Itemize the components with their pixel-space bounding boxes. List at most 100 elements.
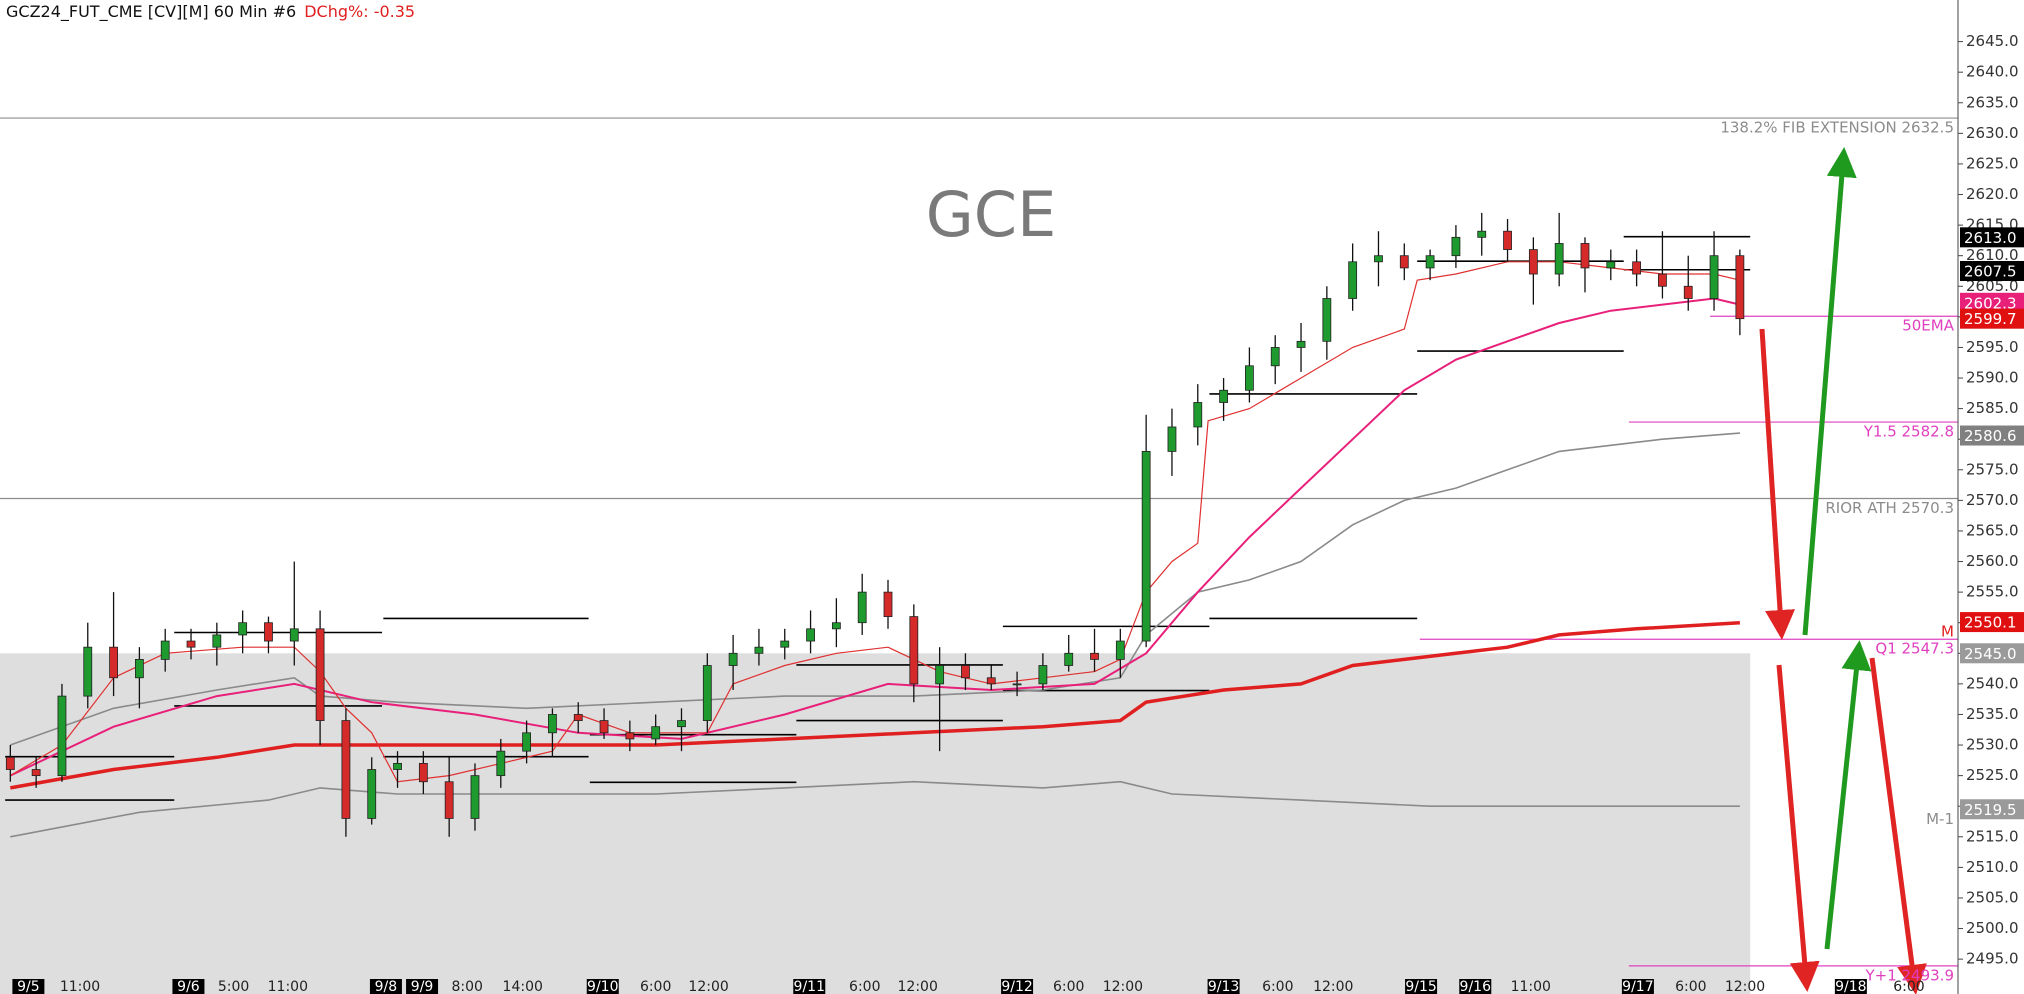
- candle-body: [1709, 255, 1719, 299]
- arrow: [1824, 640, 1872, 950]
- candle-body: [186, 640, 196, 648]
- y-tick-label: 2495.0: [1966, 950, 2019, 968]
- x-date-box: [1621, 979, 1654, 994]
- candle-body: [212, 634, 222, 648]
- price-tag: [1960, 227, 2024, 248]
- candle-body: [1064, 652, 1074, 666]
- x-tick-label: 9/15: [1405, 979, 1436, 994]
- candle-body: [5, 756, 15, 770]
- y-tick-label: 2555.0: [1966, 583, 2019, 601]
- x-date-box: [793, 979, 826, 994]
- x-tick-label: 9/5: [17, 979, 40, 994]
- candle-body: [986, 677, 996, 685]
- price-tag-label: 2545.0: [1964, 645, 2017, 663]
- level-label: 50EMA: [1902, 317, 1955, 335]
- x-tick-label: 6:00: [1893, 979, 1924, 994]
- y-tick-label: 2560.0: [1966, 552, 2019, 570]
- candle-body: [677, 720, 686, 728]
- x-tick-label: 12:00: [1725, 979, 1765, 994]
- annotation-arrows: [1759, 147, 1927, 994]
- candle-body: [599, 720, 609, 734]
- price-tag: [1960, 260, 2024, 281]
- x-tick-label: 9/10: [587, 979, 618, 994]
- x-date-box: [1001, 979, 1034, 994]
- y-tick-label: 2530.0: [1966, 736, 2019, 754]
- price-tag-label: 2550.1: [1964, 614, 2017, 632]
- x-date-box: [406, 979, 439, 994]
- candle-body: [289, 628, 299, 642]
- candle-body: [57, 695, 67, 777]
- y-tick-label: 2630.0: [1966, 124, 2019, 142]
- x-tick-label: 9/12: [1001, 979, 1032, 994]
- candle-body: [1374, 255, 1383, 263]
- candle-body: [1141, 451, 1151, 642]
- candle-body: [1348, 261, 1358, 299]
- x-date-box: [12, 979, 45, 994]
- y-tick-label: 2570.0: [1966, 491, 2019, 509]
- candle-body: [806, 628, 815, 642]
- indicator-line: [10, 780, 1740, 838]
- candle-body: [961, 665, 970, 679]
- y-tick-label: 2575.0: [1966, 460, 2019, 478]
- arrow: [1869, 657, 1927, 994]
- y-tick-label: 2590.0: [1966, 369, 2019, 387]
- x-tick-label: 14:00: [503, 979, 543, 994]
- x-tick-label: 8:00: [452, 979, 483, 994]
- x-tick-label: 12:00: [688, 979, 728, 994]
- level-label: Y+1 2493.9: [1864, 966, 1954, 984]
- candle-body: [238, 622, 248, 636]
- candle-body: [625, 732, 635, 740]
- x-tick-label: 6:00: [849, 979, 880, 994]
- candle-body: [83, 646, 93, 697]
- candle-body: [1632, 261, 1642, 275]
- level-label: Y1.5 2582.8: [1863, 423, 1954, 441]
- axis-panel: [1958, 0, 2024, 994]
- y-tick-label: 2525.0: [1966, 766, 2019, 784]
- x-tick-label: 11:00: [1511, 979, 1551, 994]
- y-tick-label: 2640.0: [1966, 63, 2019, 81]
- y-tick-label: 2610.0: [1966, 246, 2019, 264]
- price-tag-label: 2519.5: [1964, 801, 2017, 819]
- price-tag: [1960, 292, 2024, 313]
- candle-body: [134, 659, 144, 679]
- candle-body: [573, 714, 583, 721]
- arrow: [1776, 664, 1820, 992]
- x-date-box: [586, 979, 619, 994]
- x-date-box: [1834, 979, 1867, 994]
- candle-body: [160, 640, 170, 660]
- x-date-box: [1405, 979, 1438, 994]
- candle-body: [1038, 665, 1048, 685]
- candle-body: [909, 616, 919, 685]
- x-date-box: [369, 979, 402, 994]
- candle-body: [1658, 273, 1667, 287]
- candle-body: [1477, 230, 1487, 238]
- price-tag-label: 2602.3: [1964, 294, 2017, 312]
- x-tick-label: 5:00: [218, 979, 249, 994]
- x-tick-label: 12:00: [1103, 979, 1143, 994]
- candle-body: [1296, 340, 1306, 348]
- candle-body: [393, 762, 402, 770]
- price-tag-label: 2607.5: [1964, 262, 2017, 280]
- level-label: Q1 2547.3: [1875, 640, 1954, 658]
- candle-body: [754, 646, 764, 654]
- level-label: 138.2% FIB EXTENSION 2632.5: [1720, 119, 1954, 137]
- y-tick-label: 2515.0: [1966, 827, 2019, 845]
- x-tick-label: 9/11: [794, 979, 825, 994]
- y-tick-label: 2625.0: [1966, 154, 2019, 172]
- y-tick-label: 2505.0: [1966, 888, 2019, 906]
- y-tick-label: 2565.0: [1966, 521, 2019, 539]
- y-tick-label: 2535.0: [1966, 705, 2019, 723]
- x-tick-label: 9/16: [1460, 979, 1492, 994]
- candle-body: [1451, 236, 1461, 257]
- level-label: M-1: [1926, 810, 1954, 828]
- x-tick-label: 6:00: [640, 979, 671, 994]
- candle-body: [1322, 298, 1332, 342]
- candle-body: [857, 591, 867, 624]
- candle-body: [728, 652, 738, 666]
- arrow: [1759, 328, 1796, 640]
- y-tick-label: 2645.0: [1966, 32, 2019, 50]
- candle-body: [1606, 261, 1616, 269]
- candle-body: [1115, 640, 1125, 660]
- change-label: DChg%: -0.35: [304, 2, 415, 21]
